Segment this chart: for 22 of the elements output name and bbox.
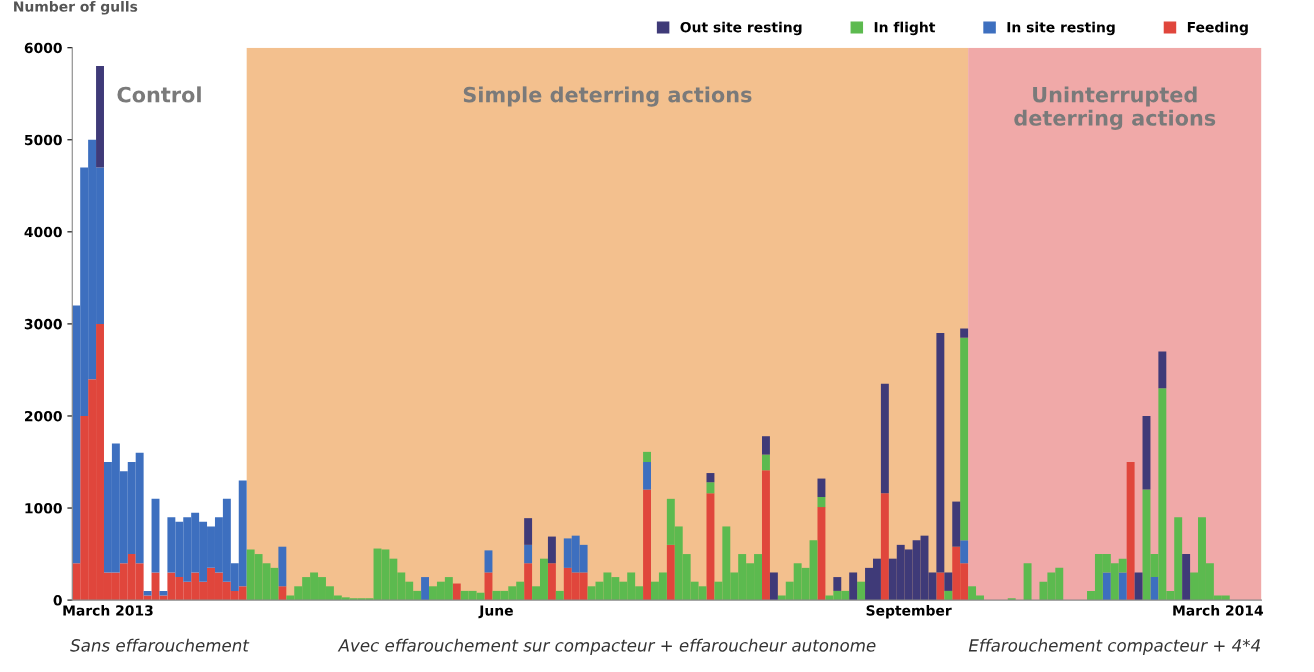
text: Effarouchement compacteur + 4*4	[968, 638, 1260, 655]
text: Avec effarouchement sur compacteur + effaroucheur autonome	[337, 638, 876, 655]
annotation: Uninterrupted deterring actions	[1014, 86, 1216, 131]
y-tick-label: 0	[53, 595, 62, 606]
annotation: Control	[117, 86, 201, 103]
legend-label: In site resting	[1007, 21, 1115, 36]
legend-label: Feeding	[1187, 21, 1248, 36]
y-tick-label: 6000	[24, 42, 62, 54]
x-tick-label: September	[866, 604, 952, 619]
annotation: Simple deterring actions	[463, 86, 752, 107]
y-tick-label: 3000	[24, 318, 62, 330]
legend-label: In flight	[874, 21, 936, 36]
legend-label: Out site resting	[680, 21, 802, 36]
y-tick-label: 2000	[24, 410, 62, 422]
y-tick-label: 1000	[25, 503, 62, 514]
x-tick-label: March 2013	[63, 604, 153, 616]
y-tick-label: 4000	[24, 226, 62, 238]
y-axis-title: Number of gulls	[14, 1, 138, 15]
x-tick-label: March 2014	[1173, 604, 1264, 616]
text: Sans effarouchement	[70, 638, 250, 652]
y-tick-label: 5000	[24, 134, 62, 146]
x-tick-label: June	[478, 605, 513, 619]
